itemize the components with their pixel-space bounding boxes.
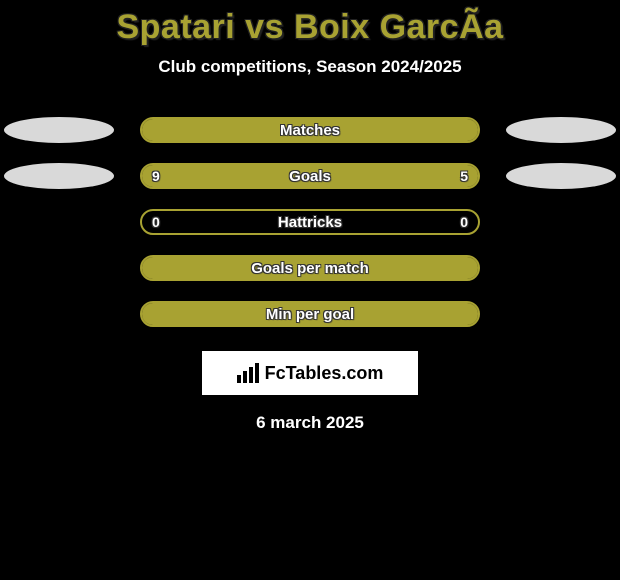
player-left-value-ellipse — [4, 117, 114, 143]
stat-label: Goals per match — [251, 260, 369, 277]
stat-label: Matches — [280, 122, 340, 139]
stat-row: Hattricks 0 0 — [0, 209, 620, 235]
site-logo[interactable]: FcTables.com — [202, 351, 418, 395]
stat-label: Hattricks — [278, 214, 342, 231]
stat-row: Matches — [0, 117, 620, 143]
player-right-value-ellipse — [506, 163, 616, 189]
bar-fill-right — [334, 165, 478, 187]
bar-chart-icon — [237, 363, 259, 383]
stat-bar: Goals per match — [140, 255, 480, 281]
stat-bar: Min per goal — [140, 301, 480, 327]
stat-bar: Matches — [140, 117, 480, 143]
stat-value-right: 0 — [460, 214, 468, 230]
stat-row: Min per goal — [0, 301, 620, 327]
stat-rows: Matches Goals 9 5 Hattricks 0 0 Goals per match… — [0, 117, 620, 327]
stat-label: Goals — [289, 168, 331, 185]
footer-date: 6 march 2025 — [256, 413, 364, 433]
player-left-value-ellipse — [4, 163, 114, 189]
player-right-value-ellipse — [506, 117, 616, 143]
stat-value-left: 0 — [152, 214, 160, 230]
stat-bar: Goals 9 5 — [140, 163, 480, 189]
comparison-card: Spatari vs Boix GarcÃ­a Club competition… — [0, 0, 620, 433]
stat-row: Goals per match — [0, 255, 620, 281]
stat-value-right: 5 — [460, 168, 468, 184]
page-title: Spatari vs Boix GarcÃ­a — [116, 8, 503, 47]
subtitle: Club competitions, Season 2024/2025 — [158, 57, 461, 77]
stat-value-left: 9 — [152, 168, 160, 184]
logo-text: FcTables.com — [265, 363, 384, 384]
stat-bar: Hattricks 0 0 — [140, 209, 480, 235]
stat-row: Goals 9 5 — [0, 163, 620, 189]
stat-label: Min per goal — [266, 306, 354, 323]
